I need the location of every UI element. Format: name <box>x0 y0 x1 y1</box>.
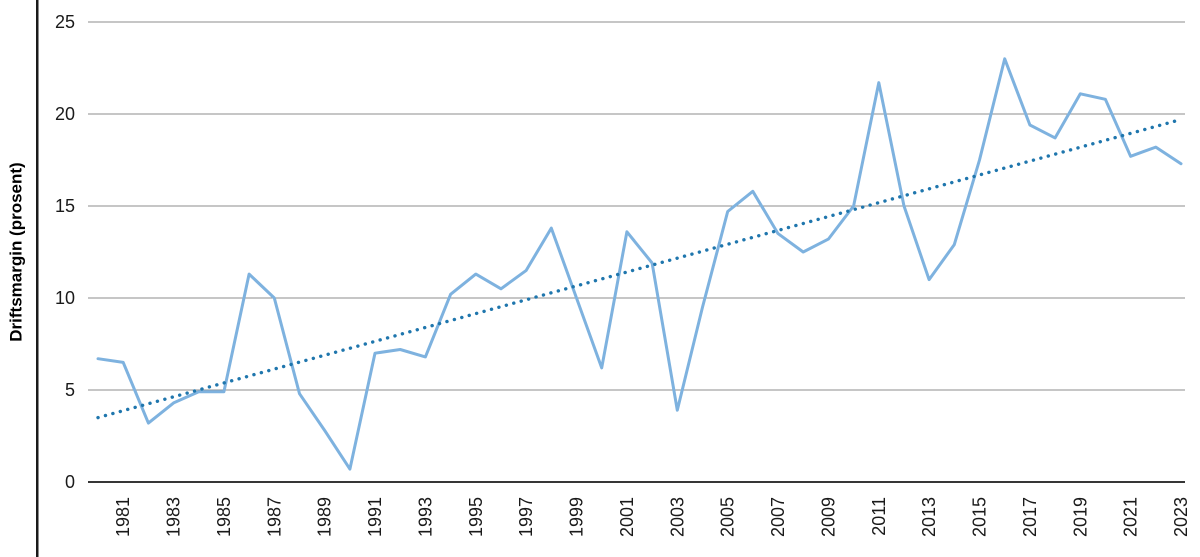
x-tick-label: 1989 <box>315 497 335 537</box>
x-tick-label: 2005 <box>718 497 738 537</box>
x-tick-label: 2003 <box>667 497 687 537</box>
x-tick-label: 2007 <box>768 497 788 537</box>
x-tick-label: 1993 <box>415 497 435 537</box>
series-line-driftsmargin <box>96 57 1183 471</box>
trend-line <box>96 117 1183 420</box>
y-tick-label: 5 <box>65 380 75 400</box>
x-tick-label: 2019 <box>1070 497 1090 537</box>
y-axis-title: Driftsmargin (prosent) <box>7 162 26 341</box>
x-tick-label: 1985 <box>214 497 234 537</box>
plot-layer: 0 5 10 15 20 25 1981 1983 1985 1987 1989 1991 1993 19… <box>55 12 1191 537</box>
x-tick-label: 1995 <box>466 497 486 537</box>
y-tick-label: 25 <box>55 12 75 32</box>
y-tick-label: 0 <box>65 472 75 492</box>
x-tick-label: 2001 <box>617 497 637 537</box>
x-tick-label: 2023 <box>1171 497 1191 537</box>
x-tick-label: 2021 <box>1121 497 1141 537</box>
x-tick-label: 1983 <box>164 497 184 537</box>
x-tick-label: 1981 <box>113 497 133 537</box>
x-tick-label: 1997 <box>516 497 536 537</box>
figure-left-rule <box>36 0 39 557</box>
x-tick-label: 2009 <box>818 497 838 537</box>
x-tick-label: 1999 <box>567 497 587 537</box>
y-tick-label: 20 <box>55 104 75 124</box>
y-tick-label: 10 <box>55 288 75 308</box>
x-tick-label: 2015 <box>970 497 990 537</box>
y-tick-label: 15 <box>55 196 75 216</box>
x-tick-label: 2013 <box>919 497 939 537</box>
x-tick-label: 2017 <box>1020 497 1040 537</box>
x-tick-label: 2011 <box>869 497 889 536</box>
x-tick-label: 1991 <box>365 497 385 537</box>
x-tick-label: 1987 <box>264 497 284 537</box>
